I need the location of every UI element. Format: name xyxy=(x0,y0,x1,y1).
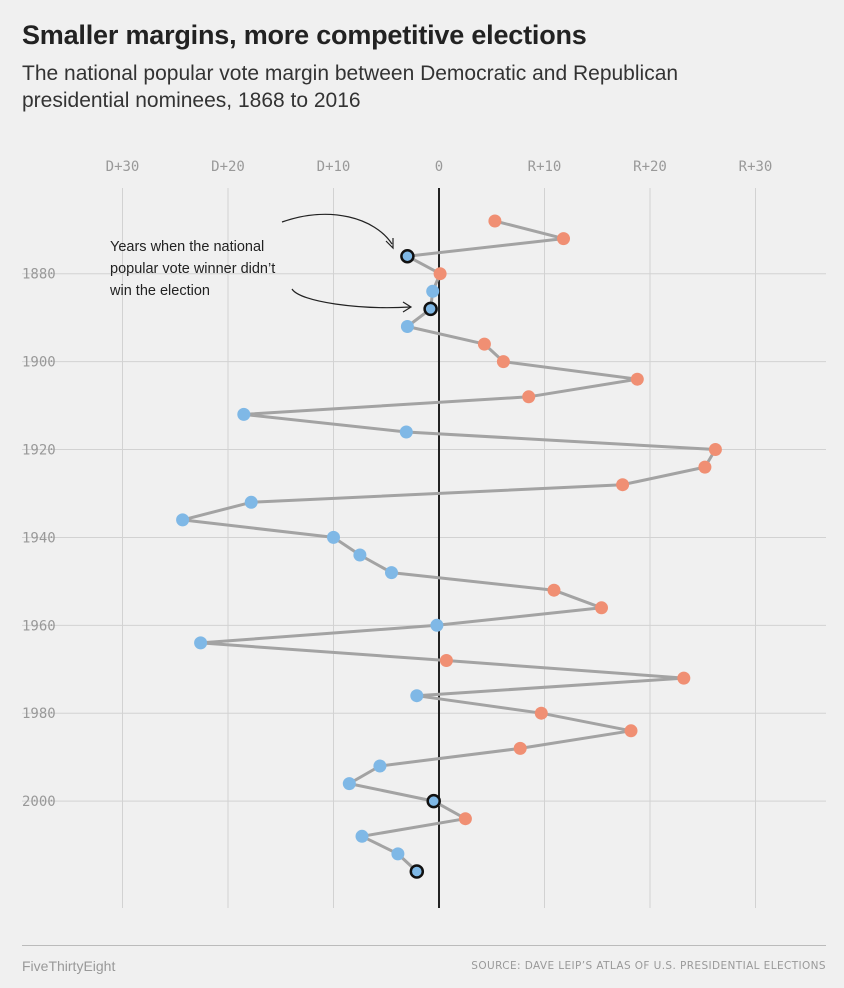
chart-title: Smaller margins, more competitive electi… xyxy=(22,20,587,50)
point-1976 xyxy=(410,689,424,703)
point-1924 xyxy=(698,460,712,474)
point-1888 xyxy=(423,301,438,317)
y-tick-label-1940: 1940 xyxy=(22,530,56,546)
annotation-line-2: popular vote winner didn’t xyxy=(110,261,275,277)
point-1964 xyxy=(194,636,208,650)
x-axis-ticks: D+30 D+20 D+10 0 R+10 R+20 R+30 xyxy=(106,159,773,175)
grid xyxy=(22,188,826,908)
y-tick-label-1900: 1900 xyxy=(22,355,56,371)
x-tick-label-R+10: R+10 xyxy=(528,159,562,175)
x-tick-label-D+30: D+30 xyxy=(106,159,140,175)
y-tick-label-1920: 1920 xyxy=(22,443,56,459)
annotation-line-3: win the election xyxy=(109,283,210,299)
annotation-arrowhead-top xyxy=(385,238,394,250)
point-1956 xyxy=(595,601,608,615)
point-2004 xyxy=(458,812,472,826)
footer-source: SOURCE: DAVE LEIP’S ATLAS OF U.S. PRESID… xyxy=(471,960,826,972)
point-2008 xyxy=(355,829,369,843)
point-1948 xyxy=(385,566,398,580)
x-tick-label-R+30: R+30 xyxy=(739,159,773,175)
annotation: Years when the national popular vote win… xyxy=(109,213,413,313)
point-1960 xyxy=(430,618,444,632)
point-1880 xyxy=(433,267,447,281)
annotation-line-1: Years when the national xyxy=(110,239,264,255)
x-tick-label-D+10: D+10 xyxy=(317,159,351,175)
point-1980 xyxy=(534,706,548,720)
point-1972 xyxy=(677,671,691,685)
point-1884 xyxy=(426,284,440,298)
point-1908 xyxy=(522,390,536,404)
point-1896 xyxy=(477,337,491,351)
point-1920 xyxy=(708,443,722,456)
x-tick-label-R+20: R+20 xyxy=(633,159,667,175)
point-2016 xyxy=(409,864,425,879)
margin-series-line xyxy=(181,219,717,873)
footer-brand: FiveThirtyEight xyxy=(22,958,116,974)
point-1904 xyxy=(630,372,644,386)
point-1916 xyxy=(399,425,413,439)
annotation-arrow-bottom xyxy=(291,288,411,309)
point-1868 xyxy=(488,214,502,228)
popular-vote-margin-chart: D+30 D+20 D+10 0 R+10 R+20 R+30 1880 1900 1920 19… xyxy=(22,159,826,908)
y-tick-label-1880: 1880 xyxy=(22,267,56,283)
point-1928 xyxy=(616,478,630,492)
point-1968 xyxy=(439,654,453,667)
point-1988 xyxy=(513,741,527,755)
data-points xyxy=(176,214,722,879)
point-1892 xyxy=(400,320,414,333)
y-tick-label-2000: 2000 xyxy=(22,794,56,810)
point-1900 xyxy=(496,355,510,369)
annotation-arrow-top xyxy=(281,213,393,245)
point-1876 xyxy=(400,248,415,264)
y-tick-label-1980: 1980 xyxy=(22,706,56,722)
footer-divider xyxy=(22,945,826,946)
point-1992 xyxy=(373,759,387,773)
point-1912 xyxy=(237,407,251,421)
point-1984 xyxy=(624,724,638,738)
y-axis-ticks: 1880 1900 1920 1940 1960 1980 2000 xyxy=(22,267,56,810)
point-1936 xyxy=(176,513,190,527)
point-2000 xyxy=(426,793,441,809)
x-tick-label-0: 0 xyxy=(435,159,443,175)
point-1952 xyxy=(547,583,561,597)
chart-subtitle: The national popular vote margin between… xyxy=(22,62,679,112)
point-1932 xyxy=(244,495,258,509)
x-tick-label-D+20: D+20 xyxy=(211,159,245,175)
point-1940 xyxy=(327,530,340,544)
annotation-arrowhead-bottom xyxy=(402,301,413,313)
point-1872 xyxy=(557,232,570,246)
point-1944 xyxy=(353,548,367,562)
point-1996 xyxy=(342,777,356,791)
y-tick-label-1960: 1960 xyxy=(22,618,56,634)
point-2012 xyxy=(391,847,405,861)
